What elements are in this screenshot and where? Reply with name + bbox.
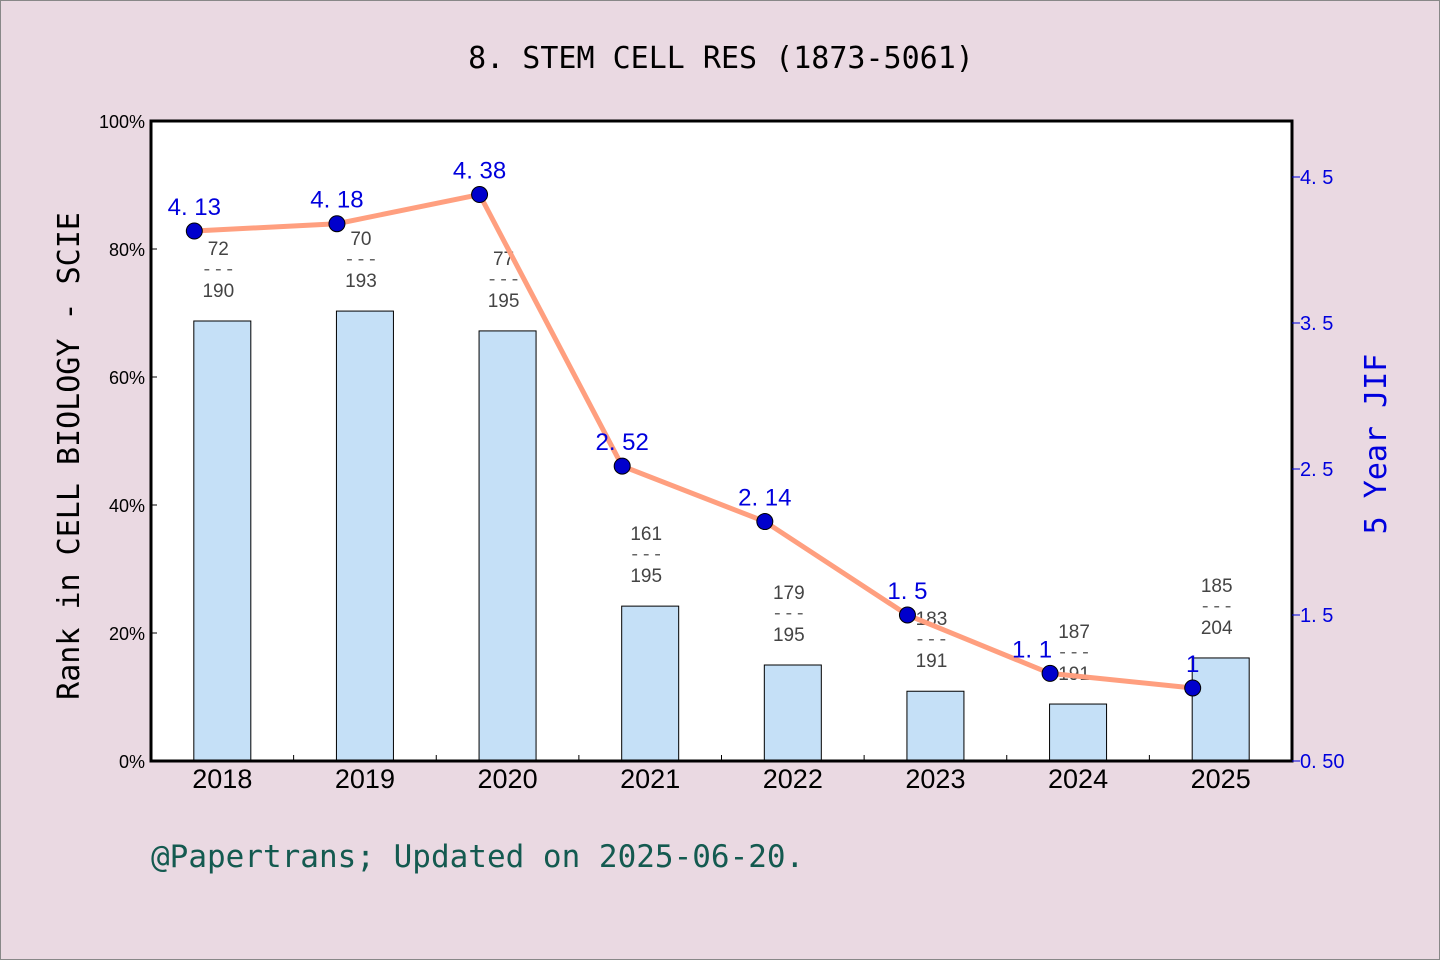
rank-label: 70 bbox=[350, 229, 371, 250]
rank-label: 161 bbox=[630, 524, 662, 545]
bar-2025 bbox=[1191, 657, 1250, 762]
jif-point bbox=[1184, 679, 1202, 697]
y-tick-label: 60% bbox=[109, 368, 145, 388]
y-tick-label: 0% bbox=[119, 752, 145, 772]
y2-tick-label: 2. 5 bbox=[1300, 459, 1333, 481]
footer-credit: @Papertrans; Updated on 2025-06-20. bbox=[151, 839, 804, 875]
rank-divider: --- bbox=[1200, 595, 1234, 617]
jif-label: 4. 13 bbox=[168, 194, 221, 221]
jif-label: 4. 18 bbox=[310, 187, 363, 214]
rank-divider: --- bbox=[201, 258, 235, 280]
total-label: 190 bbox=[202, 281, 234, 302]
total-label: 195 bbox=[630, 566, 662, 587]
rank-divider: --- bbox=[629, 543, 663, 565]
bar-2019 bbox=[335, 310, 394, 762]
x-tick-label: 2019 bbox=[335, 764, 395, 794]
jif-point bbox=[756, 513, 774, 531]
jif-point bbox=[898, 606, 916, 624]
rank-label: 183 bbox=[916, 609, 948, 630]
jif-point bbox=[471, 186, 489, 204]
y2-axis-label: 5 Year JIF bbox=[1359, 354, 1394, 535]
x-tick-label: 2018 bbox=[192, 764, 252, 794]
y-tick-label: 100% bbox=[99, 112, 145, 132]
x-tick-label: 2021 bbox=[620, 764, 680, 794]
jif-label: 2. 14 bbox=[738, 485, 791, 512]
bar-2020 bbox=[478, 330, 537, 762]
rank-label: 179 bbox=[773, 583, 805, 604]
total-label: 191 bbox=[916, 651, 948, 672]
y2-tick-label: 0. 50 bbox=[1300, 751, 1344, 773]
bar-2022 bbox=[763, 664, 822, 762]
rank-label: 72 bbox=[208, 239, 229, 260]
plot-area bbox=[151, 121, 1292, 761]
y-tick-label: 80% bbox=[109, 240, 145, 260]
rank-label: 185 bbox=[1201, 576, 1233, 597]
jif-label: 1. 1 bbox=[1012, 636, 1052, 663]
rank-divider: --- bbox=[772, 602, 806, 624]
rank-divider: --- bbox=[344, 248, 378, 270]
jif-point bbox=[1041, 664, 1059, 682]
jif-point bbox=[613, 457, 631, 475]
x-tick-label: 2023 bbox=[905, 764, 965, 794]
rank-divider: --- bbox=[486, 268, 520, 290]
jif-label: 1 bbox=[1186, 651, 1199, 678]
plot-frame bbox=[149, 119, 1294, 763]
rank-divider: --- bbox=[914, 628, 948, 650]
total-label: 195 bbox=[773, 625, 805, 646]
chart-title: 8. STEM CELL RES (1873-5061) bbox=[468, 41, 974, 76]
y2-tick-label: 3. 5 bbox=[1300, 313, 1333, 335]
bar-2021 bbox=[621, 605, 680, 762]
y-axis-label: Rank in CELL BIOLOGY - SCIE bbox=[52, 212, 87, 700]
y-tick-label: 40% bbox=[109, 496, 145, 516]
x-tick-label: 2020 bbox=[478, 764, 538, 794]
total-label: 193 bbox=[345, 271, 377, 292]
x-tick-label: 2025 bbox=[1191, 764, 1251, 794]
x-tick-label: 2022 bbox=[763, 764, 823, 794]
y2-tick-label: 1. 5 bbox=[1300, 605, 1333, 627]
bar-2018 bbox=[193, 320, 252, 762]
bar-2024 bbox=[1049, 703, 1108, 762]
y2-tick-label: 4. 5 bbox=[1300, 167, 1333, 189]
jif-point bbox=[185, 222, 203, 240]
bar-2023 bbox=[906, 690, 965, 762]
total-label: 204 bbox=[1201, 618, 1233, 639]
y-tick-label: 20% bbox=[109, 624, 145, 644]
rank-label: 187 bbox=[1058, 622, 1090, 643]
rank-divider: --- bbox=[1057, 641, 1091, 663]
jif-label: 1. 5 bbox=[887, 578, 927, 605]
total-label: 195 bbox=[488, 291, 520, 312]
jif-label: 2. 52 bbox=[595, 429, 648, 456]
jif-line bbox=[194, 191, 1193, 691]
x-tick-label: 2024 bbox=[1048, 764, 1108, 794]
jif-point bbox=[328, 215, 346, 233]
jif-label: 4. 38 bbox=[453, 158, 506, 185]
